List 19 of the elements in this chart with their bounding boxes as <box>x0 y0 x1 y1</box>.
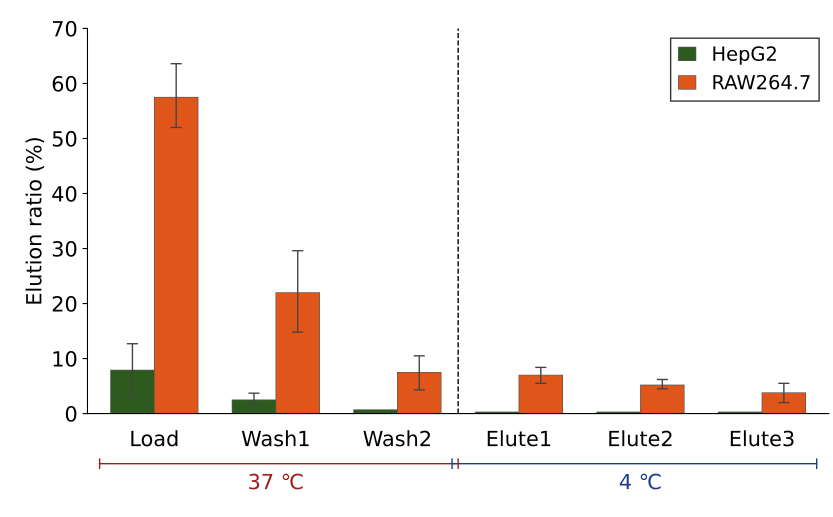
y-tick-label: 50 <box>52 130 76 147</box>
x-tick-label: Wash2 <box>363 430 430 446</box>
legend-label: RAW264.7 <box>713 74 810 90</box>
y-tick-label: 0 <box>66 406 76 422</box>
x-tick-label: Elute1 <box>488 430 550 446</box>
y-tick-label: 20 <box>52 296 76 312</box>
text: 37 ℃ <box>249 474 303 490</box>
y-axis-title: Elution ratio (%) <box>26 138 44 304</box>
y-tick-label: 40 <box>52 186 76 202</box>
y-tick-label: 30 <box>52 240 76 257</box>
text: 4 ℃ <box>620 474 661 490</box>
y-tick-label: 10 <box>54 351 76 367</box>
legend-label: HepG2 <box>713 46 776 65</box>
x-tick-label: Load <box>131 430 178 446</box>
y-tick-label: 60 <box>52 76 76 92</box>
x-tick-label: Wash1 <box>242 430 309 446</box>
x-tick-label: Elute2 <box>609 430 672 446</box>
y-tick-label: 70 <box>52 20 76 37</box>
x-tick-label: Elute3 <box>730 430 794 446</box>
